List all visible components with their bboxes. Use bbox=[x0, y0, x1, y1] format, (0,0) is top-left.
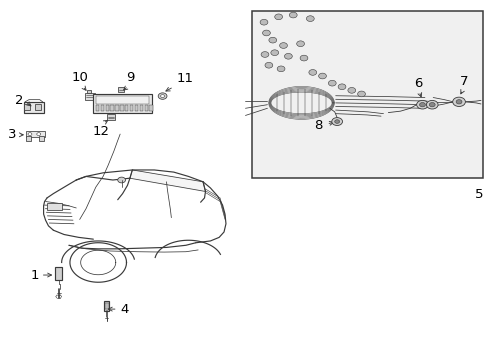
Circle shape bbox=[318, 73, 326, 79]
Bar bbox=[144, 105, 148, 111]
Circle shape bbox=[289, 12, 297, 18]
Circle shape bbox=[337, 84, 345, 90]
Bar bbox=[115, 105, 119, 111]
Bar bbox=[110, 105, 114, 111]
Circle shape bbox=[300, 55, 307, 61]
Circle shape bbox=[118, 177, 125, 183]
Text: 1: 1 bbox=[30, 269, 39, 282]
Text: 6: 6 bbox=[413, 77, 422, 90]
Bar bbox=[107, 114, 115, 121]
Text: 3: 3 bbox=[8, 128, 16, 141]
Polygon shape bbox=[130, 170, 205, 192]
Text: 10: 10 bbox=[71, 71, 88, 84]
Bar bbox=[101, 105, 104, 111]
Bar bbox=[35, 104, 41, 111]
Bar bbox=[105, 105, 109, 111]
Circle shape bbox=[158, 93, 166, 99]
Circle shape bbox=[261, 51, 268, 57]
Bar bbox=[47, 203, 61, 211]
Bar bbox=[104, 303, 109, 309]
Bar bbox=[140, 105, 143, 111]
Circle shape bbox=[419, 103, 425, 107]
Bar bbox=[93, 94, 152, 113]
Text: 11: 11 bbox=[176, 72, 193, 85]
Circle shape bbox=[416, 100, 427, 109]
Circle shape bbox=[270, 50, 278, 55]
Circle shape bbox=[308, 69, 316, 75]
Circle shape bbox=[347, 87, 355, 93]
Text: 2: 2 bbox=[15, 94, 23, 107]
Circle shape bbox=[262, 30, 270, 36]
Circle shape bbox=[328, 80, 335, 86]
Text: 7: 7 bbox=[459, 75, 467, 88]
Text: 12: 12 bbox=[92, 126, 109, 139]
Bar bbox=[120, 105, 123, 111]
Circle shape bbox=[28, 133, 32, 135]
Bar bbox=[39, 136, 43, 141]
Circle shape bbox=[284, 53, 292, 59]
Circle shape bbox=[37, 133, 41, 135]
Text: 4: 4 bbox=[120, 303, 128, 316]
Bar bbox=[96, 96, 149, 104]
Bar bbox=[26, 136, 31, 141]
Bar bbox=[251, 12, 483, 178]
Circle shape bbox=[260, 19, 267, 25]
Bar bbox=[84, 93, 95, 100]
Circle shape bbox=[296, 41, 304, 46]
Circle shape bbox=[426, 100, 437, 109]
Circle shape bbox=[428, 103, 434, 107]
Bar bbox=[26, 131, 44, 137]
Text: 8: 8 bbox=[313, 119, 322, 132]
Circle shape bbox=[160, 95, 164, 98]
Circle shape bbox=[264, 62, 272, 68]
Circle shape bbox=[331, 118, 342, 126]
Circle shape bbox=[277, 66, 285, 72]
Bar bbox=[118, 87, 123, 93]
Bar bbox=[149, 105, 153, 111]
Circle shape bbox=[279, 42, 287, 48]
Circle shape bbox=[334, 120, 339, 123]
Bar bbox=[55, 267, 62, 280]
Circle shape bbox=[306, 16, 314, 22]
Bar bbox=[125, 105, 128, 111]
Bar bbox=[24, 102, 43, 113]
Bar bbox=[24, 104, 30, 111]
Circle shape bbox=[357, 91, 365, 97]
Text: 9: 9 bbox=[125, 71, 134, 84]
Circle shape bbox=[455, 100, 461, 104]
Circle shape bbox=[452, 97, 465, 107]
Bar bbox=[130, 105, 133, 111]
Bar bbox=[96, 105, 99, 111]
Circle shape bbox=[274, 14, 282, 20]
Bar bbox=[135, 105, 138, 111]
Circle shape bbox=[268, 37, 276, 43]
Bar bbox=[104, 301, 109, 311]
Bar bbox=[87, 90, 91, 93]
Text: 5: 5 bbox=[474, 188, 483, 201]
